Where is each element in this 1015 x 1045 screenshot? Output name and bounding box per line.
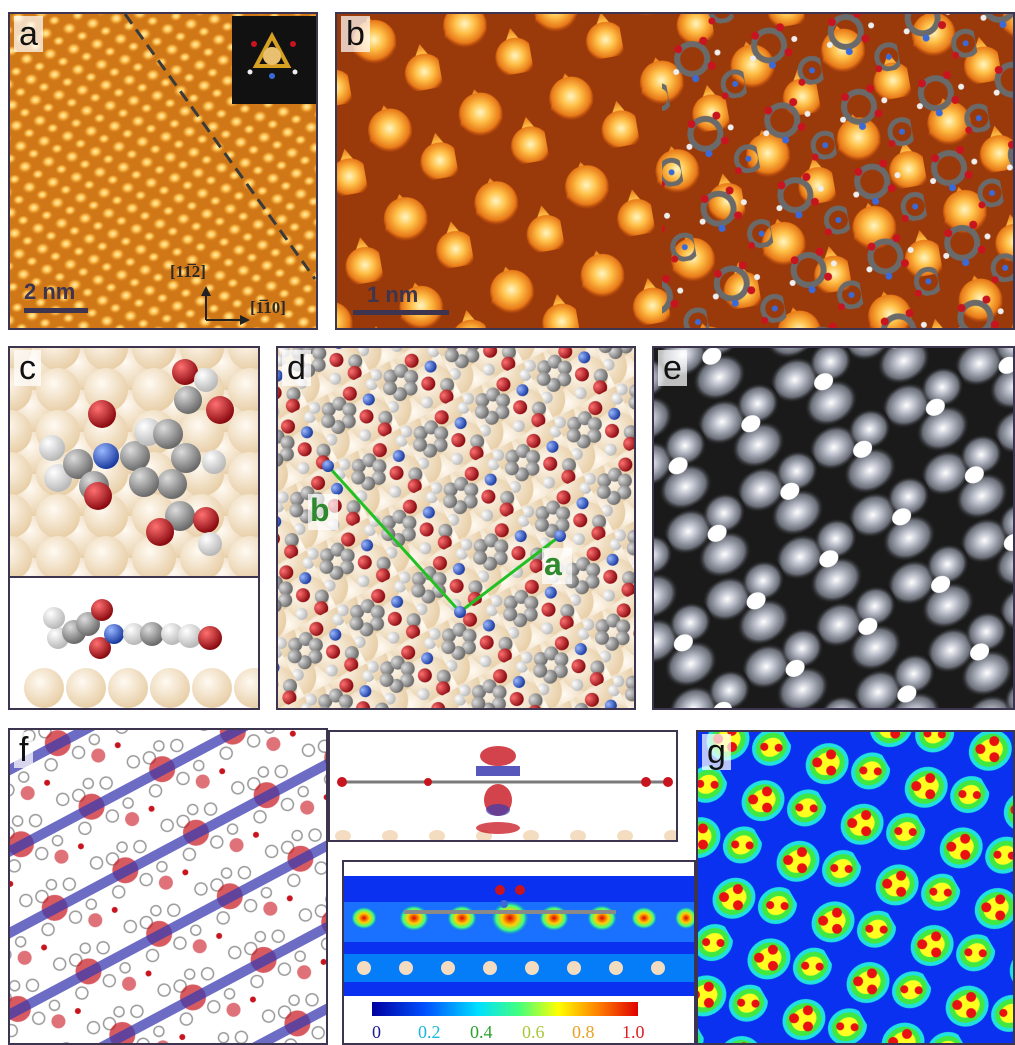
panel-b-label: b bbox=[341, 16, 370, 52]
panel-f-contour-image bbox=[344, 876, 694, 1016]
panel-g-label: g bbox=[702, 734, 731, 770]
colorbar bbox=[372, 1002, 638, 1016]
panel-e-label: e bbox=[658, 350, 687, 386]
lattice-vector-a-label: a bbox=[544, 546, 562, 582]
lattice-vector-b-label: b bbox=[310, 492, 330, 528]
panel-b-scale-bar bbox=[353, 310, 449, 315]
panel-d-image bbox=[278, 348, 634, 708]
panel-c-image bbox=[10, 348, 258, 708]
colorbar-tick-0.2: 0.2 bbox=[418, 1022, 441, 1042]
colorbar-tick-1.0: 1.0 bbox=[622, 1022, 645, 1042]
colorbar-tick-0.4: 0.4 bbox=[470, 1022, 493, 1042]
panel-d-label: d bbox=[282, 350, 311, 386]
lattice-vector-b bbox=[326, 464, 462, 614]
panel-f-image bbox=[10, 730, 326, 1043]
panel-d-model: d b a bbox=[276, 346, 636, 710]
panel-f-charge-density-side bbox=[328, 730, 678, 842]
panel-a-image bbox=[10, 14, 316, 328]
panel-f-side-image bbox=[335, 746, 676, 840]
panel-g-charge-map: g bbox=[696, 730, 1015, 1045]
colorbar-tick-0.6: 0.6 bbox=[522, 1022, 545, 1042]
direction-label-112: [11̅2] bbox=[170, 262, 206, 281]
colorbar-tick-0.8: 0.8 bbox=[572, 1022, 595, 1042]
panel-a-scale-bar bbox=[24, 308, 88, 313]
panel-b-scale-label: 1 nm bbox=[367, 282, 419, 307]
direction-label-110: [1̅10] bbox=[250, 298, 286, 317]
panel-f-label: f bbox=[14, 732, 34, 768]
panel-f-contour-side: 0 0.2 0.4 0.6 0.8 1.0 bbox=[342, 860, 696, 1045]
panel-a-label: a bbox=[14, 16, 43, 52]
panel-a-scale-label: 2 nm bbox=[24, 279, 76, 304]
panel-e-image bbox=[654, 348, 1013, 708]
panel-a-stm: a 2 nm [11̅2] [1̅10] bbox=[8, 12, 318, 330]
panel-c-model: c bbox=[8, 346, 260, 710]
colorbar-tick-0: 0 bbox=[372, 1022, 381, 1042]
domain-boundary-dashed-line bbox=[123, 14, 316, 280]
panel-g-image bbox=[698, 732, 1013, 1043]
panel-b-stm-overlay: b 1 nm bbox=[335, 12, 1015, 330]
panel-c-label: c bbox=[14, 350, 41, 386]
panel-f-charge-density-top: f bbox=[8, 728, 328, 1045]
panel-e-simulated-stm: e bbox=[652, 346, 1015, 710]
panel-b-image bbox=[337, 14, 1013, 328]
